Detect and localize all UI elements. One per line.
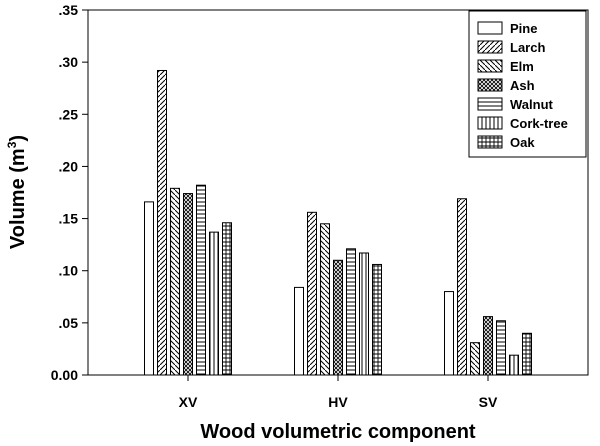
legend-label: Oak <box>510 135 535 150</box>
legend-swatch <box>477 135 503 149</box>
bar-oak-xv <box>222 222 232 376</box>
bar-elm-hv <box>320 223 330 376</box>
bar-elm-xv <box>170 187 180 376</box>
y-tick-label: 0.00 <box>51 367 78 383</box>
bar-walnut-hv <box>346 248 356 376</box>
legend-label: Ash <box>510 78 535 93</box>
bar-walnut-xv <box>196 184 206 376</box>
bar-ash-hv <box>333 259 343 376</box>
bar-larch-xv <box>157 69 167 376</box>
y-tick-label: .35 <box>59 2 79 18</box>
bars-group <box>144 69 532 376</box>
bar-oak-hv <box>372 263 382 376</box>
bar-walnut-sv <box>496 320 506 376</box>
legend: Pine Larch Elm Ash Walnut Cork-tree Oak <box>468 10 587 158</box>
bar-ash-xv <box>183 193 193 376</box>
x-tick-label: SV <box>479 394 498 410</box>
bar-cork-tree-hv <box>359 252 369 376</box>
legend-swatch <box>477 78 503 92</box>
y-tick-label: .20 <box>59 158 79 174</box>
legend-label: Elm <box>510 59 534 74</box>
bar-pine-sv <box>444 291 454 376</box>
bar-larch-sv <box>457 198 467 376</box>
y-tick-label: .10 <box>59 263 79 279</box>
legend-label: Walnut <box>510 97 554 112</box>
y-axis: 0.00 .05 .10 .15 .20 .25 .30 .35 <box>51 2 88 383</box>
y-axis-title-suffix: ) <box>7 135 29 142</box>
bar-oak-sv <box>522 332 532 376</box>
legend-swatch <box>477 97 503 111</box>
x-axis: XV HV SV <box>179 375 498 410</box>
bar-cork-tree-xv <box>209 231 219 376</box>
bar-larch-hv <box>307 211 317 376</box>
legend-swatch <box>477 59 503 73</box>
y-axis-title: Volume (m3) <box>5 135 29 249</box>
x-axis-title: Wood volumetric component <box>200 421 476 443</box>
y-tick-label: .30 <box>59 54 79 70</box>
bar-cork-tree-sv <box>509 354 519 376</box>
y-axis-title-superscript: 3 <box>5 141 19 148</box>
legend-label: Pine <box>510 21 537 36</box>
legend-swatch <box>477 21 503 35</box>
x-tick-label: HV <box>328 394 348 410</box>
y-tick-label: .15 <box>59 211 79 227</box>
legend-label: Cork-tree <box>510 116 568 131</box>
bar-pine-hv <box>294 286 304 376</box>
bar-elm-sv <box>470 342 480 376</box>
y-axis-title-main: Volume (m <box>7 148 29 249</box>
bar-ash-sv <box>483 316 493 376</box>
bar-pine-xv <box>144 201 154 376</box>
legend-swatch <box>477 116 503 130</box>
y-tick-label: .05 <box>59 315 79 331</box>
legend-swatch <box>477 40 503 54</box>
y-tick-label: .25 <box>59 106 79 122</box>
x-tick-label: XV <box>179 394 198 410</box>
legend-label: Larch <box>510 40 545 55</box>
